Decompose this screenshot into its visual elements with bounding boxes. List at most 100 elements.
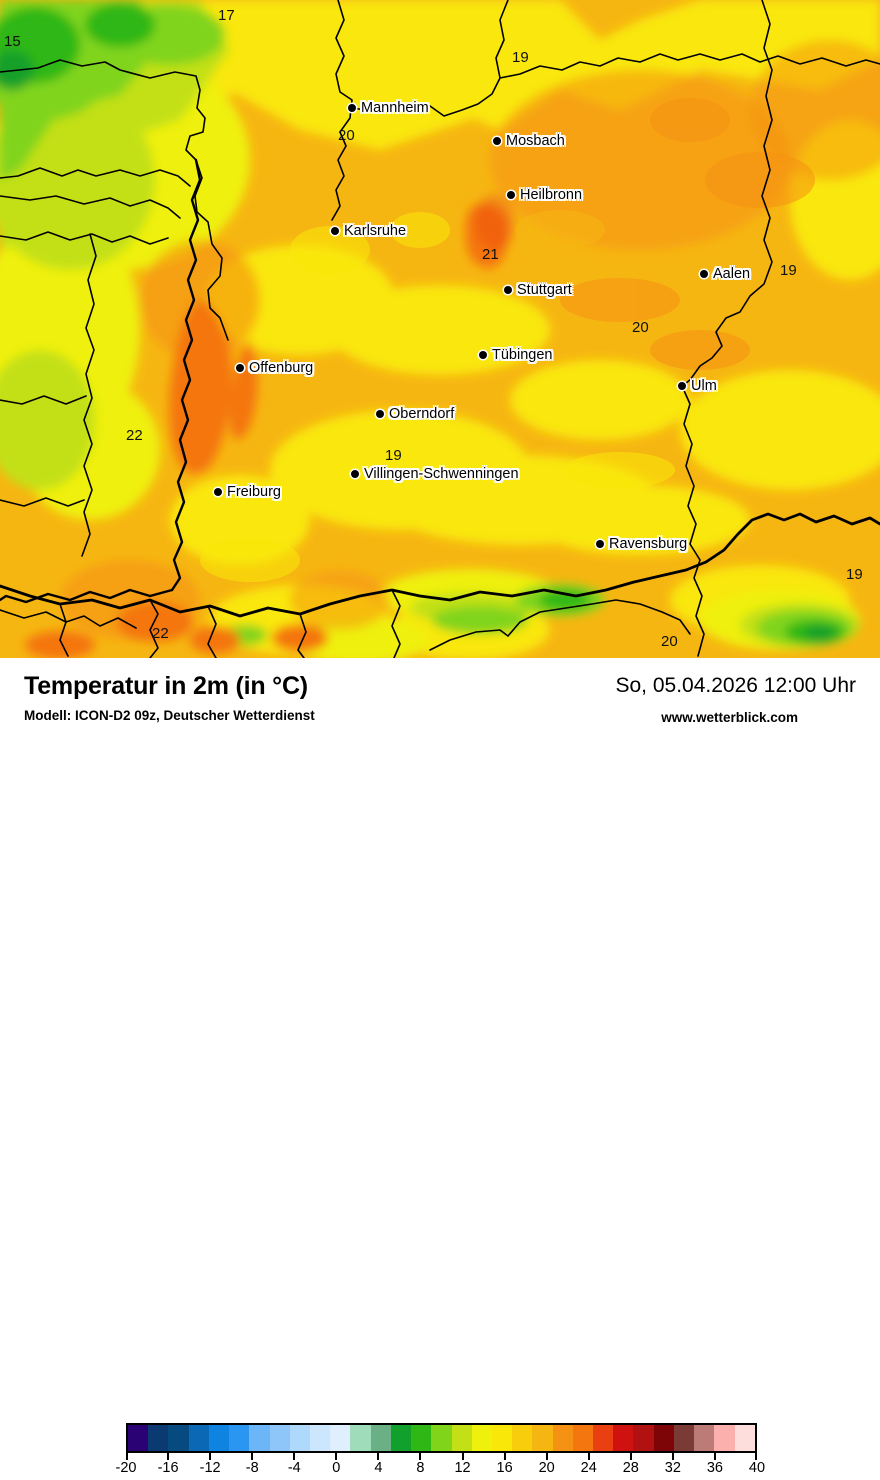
colorbar-tick-label: 28 bbox=[622, 1460, 639, 1476]
colorbar-swatch bbox=[491, 1425, 513, 1451]
colorbar-tick-label: 24 bbox=[580, 1460, 597, 1476]
colorbar-swatch bbox=[694, 1425, 715, 1451]
city-label: Offenburg bbox=[249, 360, 314, 376]
colorbar-tick-label: -16 bbox=[157, 1460, 179, 1476]
colorbar-tick bbox=[755, 1453, 757, 1460]
city-marker[interactable] bbox=[700, 270, 708, 278]
colorbar-tick bbox=[167, 1453, 170, 1460]
colorbar-tick bbox=[126, 1453, 128, 1460]
colorbar-swatch bbox=[168, 1425, 189, 1451]
city-label: Stuttgart bbox=[517, 282, 572, 298]
colorbar-swatch bbox=[734, 1425, 755, 1451]
colorbar-swatches[interactable] bbox=[126, 1423, 757, 1453]
colorbar-swatch bbox=[532, 1425, 553, 1451]
contour-label: 21 bbox=[482, 246, 499, 263]
contour-label: 22 bbox=[126, 427, 143, 444]
model-info: Modell: ICON-D2 09z, Deutscher Wetterdie… bbox=[24, 708, 315, 723]
contour-label: 19 bbox=[512, 49, 529, 66]
city-marker[interactable] bbox=[504, 286, 512, 294]
contour-label: 20 bbox=[661, 633, 678, 650]
colorbar-swatch bbox=[552, 1425, 573, 1451]
colorbar-tick-label: -20 bbox=[115, 1460, 137, 1476]
city-marker[interactable] bbox=[596, 540, 604, 548]
city-marker[interactable] bbox=[236, 364, 244, 372]
temperature-map[interactable]: Mannheim Mosbach Heilbronn Karlsruhe Stuttga… bbox=[0, 0, 880, 658]
temperature-colorbar[interactable]: -20 -16 -12 -8 -4 0 4 8 12 16 20 24 28 32 36 40 bbox=[116, 1423, 765, 1476]
colorbar-tick-label: -8 bbox=[245, 1460, 259, 1476]
colorbar-swatch bbox=[451, 1425, 472, 1451]
colorbar-tick-label: 4 bbox=[374, 1460, 383, 1476]
colorbar-swatch bbox=[188, 1425, 209, 1451]
colorbar-swatch bbox=[128, 1425, 149, 1451]
city-label: Tübingen bbox=[492, 347, 553, 363]
colorbar-swatch bbox=[390, 1425, 412, 1451]
city-marker[interactable] bbox=[507, 191, 515, 199]
colorbar-swatch bbox=[613, 1425, 634, 1451]
colorbar-swatch bbox=[512, 1425, 533, 1451]
city-marker[interactable] bbox=[214, 488, 222, 496]
city-label: Aalen bbox=[713, 266, 751, 282]
colorbar-tick-labels: -20 -16 -12 -8 -4 0 4 8 12 16 20 24 28 32 36 40 bbox=[116, 1460, 766, 1480]
colorbar-tick-label: 32 bbox=[664, 1460, 681, 1476]
colorbar-swatch bbox=[350, 1425, 371, 1451]
colorbar-swatch bbox=[633, 1425, 654, 1451]
colorbar-swatch bbox=[431, 1425, 452, 1451]
city-marker[interactable] bbox=[376, 410, 384, 418]
colorbar-tick bbox=[377, 1453, 380, 1460]
contour-label: 15 bbox=[4, 33, 21, 50]
colorbar-swatch bbox=[471, 1425, 492, 1451]
colorbar-swatch bbox=[148, 1425, 169, 1451]
temperature-field bbox=[0, 0, 880, 658]
city-marker[interactable] bbox=[331, 227, 339, 235]
colorbar-swatch bbox=[330, 1425, 351, 1451]
contour-label: 19 bbox=[780, 262, 797, 279]
colorbar-tick bbox=[293, 1453, 296, 1460]
contour-label: 19 bbox=[385, 447, 402, 464]
city-label: Mannheim bbox=[361, 100, 429, 116]
city-marker[interactable] bbox=[348, 104, 356, 112]
contour-label: 20 bbox=[632, 319, 649, 336]
colorbar-swatch bbox=[653, 1425, 674, 1451]
administrative-borders bbox=[0, 0, 880, 658]
colorbar-tick bbox=[671, 1453, 674, 1460]
city-label: Heilbronn bbox=[520, 187, 583, 203]
colorbar-swatch bbox=[289, 1425, 310, 1451]
colorbar-tick-label: 40 bbox=[748, 1460, 766, 1476]
colorbar-tick-label: 8 bbox=[416, 1460, 425, 1476]
city-marker[interactable] bbox=[678, 382, 686, 390]
website-label: www.wetterblick.com bbox=[661, 710, 798, 725]
colorbar-swatch bbox=[673, 1425, 695, 1451]
colorbar-ticks bbox=[126, 1453, 757, 1460]
contour-label: 19 bbox=[846, 566, 863, 583]
city-label: Mosbach bbox=[506, 133, 565, 149]
colorbar-tick bbox=[545, 1453, 548, 1460]
colorbar-tick-label: 16 bbox=[496, 1460, 513, 1476]
colorbar-tick bbox=[461, 1453, 464, 1460]
colorbar-tick bbox=[209, 1453, 212, 1460]
colorbar-swatch bbox=[572, 1425, 594, 1451]
colorbar-tick bbox=[335, 1453, 338, 1460]
colorbar-tick bbox=[251, 1453, 254, 1460]
valid-datetime: So, 05.04.2026 12:00 Uhr bbox=[615, 674, 856, 697]
city-marker[interactable] bbox=[493, 137, 501, 145]
page-title: Temperatur in 2m (in °C) bbox=[24, 672, 308, 700]
colorbar-tick-label: -4 bbox=[287, 1460, 301, 1476]
colorbar-tick-label: 20 bbox=[538, 1460, 555, 1476]
city-label: Oberndorf bbox=[389, 406, 455, 422]
colorbar-swatch bbox=[593, 1425, 614, 1451]
city-marker[interactable] bbox=[479, 351, 487, 359]
city-marker[interactable] bbox=[351, 470, 359, 478]
colorbar-swatch bbox=[269, 1425, 290, 1451]
colorbar-tick-label: 0 bbox=[332, 1460, 341, 1476]
colorbar-swatch bbox=[249, 1425, 270, 1451]
colorbar-swatch bbox=[411, 1425, 432, 1451]
city-label: Freiburg bbox=[227, 484, 281, 500]
city-label: Karlsruhe bbox=[344, 223, 407, 239]
city-label: Ravensburg bbox=[609, 536, 688, 552]
contour-label: 22 bbox=[152, 625, 169, 642]
map-footer: Temperatur in 2m (in °C) Modell: ICON-D2… bbox=[0, 658, 880, 1476]
colorbar-tick bbox=[587, 1453, 590, 1460]
contour-label: 20 bbox=[338, 127, 355, 144]
colorbar-swatch bbox=[714, 1425, 735, 1451]
